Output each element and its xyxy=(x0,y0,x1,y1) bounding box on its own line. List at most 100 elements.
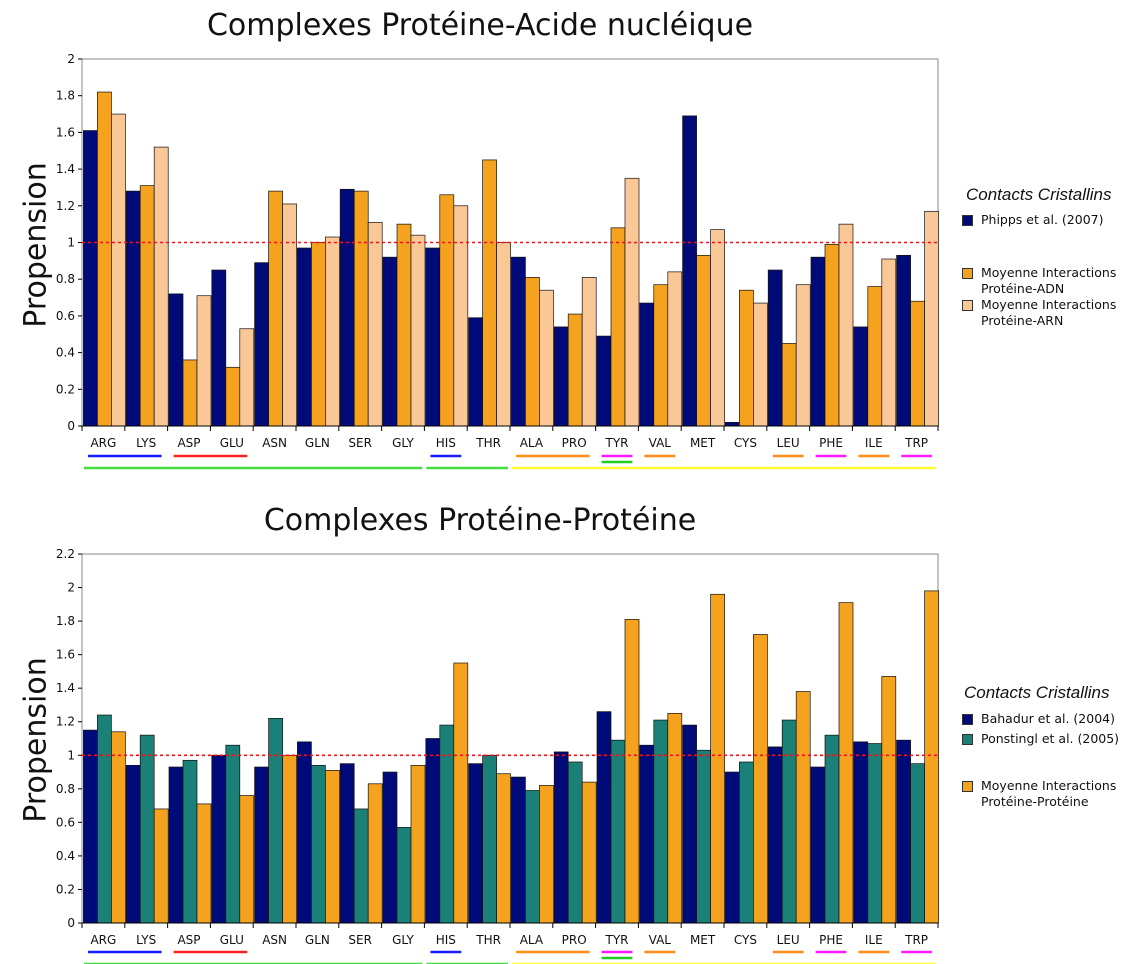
chart-1-x-tick-label-ala: ALA xyxy=(520,436,544,450)
chart-1-legend: Contacts Cristallins Phipps et al. (2007… xyxy=(958,185,1125,355)
chart-2-x-tick-label-gln: GLN xyxy=(305,933,330,947)
chart-1-y-tick-label: 1.6 xyxy=(56,125,75,139)
chart-1-bar-thr-series-3 xyxy=(496,242,511,427)
chart-1-legend-item-arn: Moyenne Interactions Protéine-ARN xyxy=(962,297,1116,329)
chart-1-bar-met-series-2 xyxy=(696,254,711,427)
chart-1-bar-pro-series-3 xyxy=(581,277,597,427)
chart-2-y-tick-label: 1.4 xyxy=(56,681,75,695)
chart-2-title: Complexes Protéine-Protéine xyxy=(263,503,697,538)
chart-2-x-tick-label-leu: LEU xyxy=(777,933,800,947)
chart-1-bar-asn-series-1 xyxy=(254,262,269,427)
chart-2-bar-leu-series-1 xyxy=(767,746,783,924)
chart-1-bar-his-series-1 xyxy=(425,247,441,427)
chart-2-bar-gln-series-3 xyxy=(325,770,340,924)
chart-2-bar-ile-series-3 xyxy=(881,676,897,924)
chart-2-bar-leu-series-3 xyxy=(795,691,811,924)
chart-2-bar-met-series-3 xyxy=(710,593,725,924)
chart-2-bar-asp-series-2 xyxy=(182,759,198,924)
chart-1-x-tick-label-trp: TRP xyxy=(904,436,928,450)
chart-2-x-tick-label-val: VAL xyxy=(649,933,672,947)
chart-1-bar-ile-series-2 xyxy=(867,286,883,427)
chart-1-y-tick-label: 0.4 xyxy=(56,346,75,360)
chart-1-x-tick-label-ser: SER xyxy=(348,436,372,450)
chart-2-bar-trp-series-3 xyxy=(924,590,939,924)
chart-2-x-tick-label-cys: CYS xyxy=(734,933,757,947)
chart-1-bar-lys-series-2 xyxy=(139,185,155,427)
chart-1-bar-leu-series-3 xyxy=(795,284,811,427)
chart-2-x-tick-label-ser: SER xyxy=(348,933,372,947)
chart-2-bar-cys-series-1 xyxy=(725,771,740,924)
chart-1-bar-thr-series-2 xyxy=(482,159,497,427)
chart-1-bar-ile-series-1 xyxy=(853,326,869,427)
chart-2-bar-gly-series-1 xyxy=(382,771,398,924)
chart-1-x-tick-label-cys: CYS xyxy=(734,436,757,450)
chart-1-bar-thr-series-1 xyxy=(468,317,483,427)
chart-2-legend-item-bahadur: Bahadur et al. (2004) xyxy=(962,711,1115,727)
chart-1-bar-trp-series-3 xyxy=(924,210,939,427)
chart-2-y-tick-label: 1.2 xyxy=(56,715,75,729)
chart-1-bar-tyr-series-1 xyxy=(596,335,612,427)
chart-1-x-tick-label-tyr: TYR xyxy=(605,436,629,450)
chart-1-bar-asp-series-3 xyxy=(196,295,212,427)
chart-2-legend: Contacts Cristallins Bahadur et al. (200… xyxy=(958,683,1125,813)
chart-1-x-tick-label-glu: GLU xyxy=(220,436,244,450)
chart-1-bar-ser-series-2 xyxy=(353,190,369,427)
chart-2-legend-label-ponstingl: Ponstingl et al. (2005) xyxy=(981,731,1120,746)
chart-2-y-tick-label: 2 xyxy=(67,581,75,595)
chart-1-bar-arg-series-1 xyxy=(83,130,98,427)
chart-2-legend-label-ppi: Moyenne Interactions Protéine-Protéine xyxy=(981,778,1117,809)
chart-1-legend-label-arn: Moyenne Interactions Protéine-ARN xyxy=(981,297,1117,328)
chart-2-y-tick-label: 0.6 xyxy=(56,815,75,829)
chart-2-bar-pro-series-2 xyxy=(567,761,583,924)
chart-2-y-tick-label: 1.8 xyxy=(56,614,75,628)
chart-1-bar-gly-series-2 xyxy=(396,223,412,427)
chart-2-bar-asp-series-3 xyxy=(196,803,212,924)
chart-1-legend-swatch-phipps xyxy=(962,215,973,226)
chart-1-legend-title: Contacts Cristallins xyxy=(966,185,1112,204)
chart-2-bar-his-series-3 xyxy=(453,662,469,924)
chart-1-bar-val-series-3 xyxy=(667,271,683,427)
chart-2-x-tick-label-asn: ASN xyxy=(262,933,287,947)
chart-2-bar-lys-series-1 xyxy=(125,764,141,924)
chart-2-bar-phe-series-3 xyxy=(838,602,854,924)
chart-1-legend-label-adn: Moyenne Interactions Protéine-ADN xyxy=(981,265,1117,296)
chart-1-bar-cys-series-1 xyxy=(725,421,740,427)
chart-1-bar-phe-series-2 xyxy=(824,243,840,427)
chart-1-bar-ala-series-1 xyxy=(511,256,526,427)
chart-1-x-tick-label-asn: ASN xyxy=(262,436,287,450)
chart-1-bar-gln-series-1 xyxy=(297,247,312,427)
chart-2-x-tick-label-met: MET xyxy=(690,933,716,947)
chart-2-x-tick-label-arg: ARG xyxy=(90,933,116,947)
chart-1-y-tick-label: 0.2 xyxy=(56,382,75,396)
chart-2-bar-cys-series-3 xyxy=(753,634,768,924)
chart-2-bar-gly-series-3 xyxy=(410,764,426,924)
chart-1-bar-tyr-series-3 xyxy=(624,177,640,427)
chart-1-title: Complexes Protéine-Acide nucléique xyxy=(206,8,754,43)
chart-1-bar-leu-series-1 xyxy=(767,269,783,427)
chart-2-y-tick-label: 1.6 xyxy=(56,648,75,662)
chart-2-y-tick-label: 0.4 xyxy=(56,849,75,863)
chart-1-y-tick-label: 0.8 xyxy=(56,272,75,286)
chart-2-bar-asn-series-3 xyxy=(282,754,297,924)
chart-2-bar-pro-series-1 xyxy=(553,751,569,924)
chart-2-bar-ile-series-1 xyxy=(853,741,869,924)
chart-2-x-tick-label-his: HIS xyxy=(436,933,456,947)
chart-1-bar-ser-series-1 xyxy=(339,188,355,427)
chart-1-bar-cys-series-2 xyxy=(739,289,754,427)
chart-2-x-tick-label-ile: ILE xyxy=(865,933,883,947)
chart-1-x-tick-label-thr: THR xyxy=(475,436,501,450)
chart-1-x-tick-label-val: VAL xyxy=(649,436,672,450)
chart-2-bar-val-series-1 xyxy=(639,744,655,924)
chart-2-bar-arg-series-1 xyxy=(83,729,98,924)
chart-2-x-tick-label-asp: ASP xyxy=(177,933,200,947)
chart-1-x-tick-label-leu: LEU xyxy=(777,436,800,450)
chart-2-bar-asp-series-1 xyxy=(168,766,184,924)
chart-1-bar-his-series-3 xyxy=(453,205,469,427)
chart-1-legend-item-adn: Moyenne Interactions Protéine-ADN xyxy=(962,265,1116,297)
chart-2-bar-tyr-series-2 xyxy=(610,739,626,924)
chart-2-bar-ser-series-1 xyxy=(339,763,355,924)
chart-1-bar-trp-series-1 xyxy=(896,254,911,427)
chart-2-bar-asn-series-1 xyxy=(254,766,269,924)
chart-1-x-tick-label-gln: GLN xyxy=(305,436,330,450)
chart-1-bar-asp-series-2 xyxy=(182,359,198,427)
